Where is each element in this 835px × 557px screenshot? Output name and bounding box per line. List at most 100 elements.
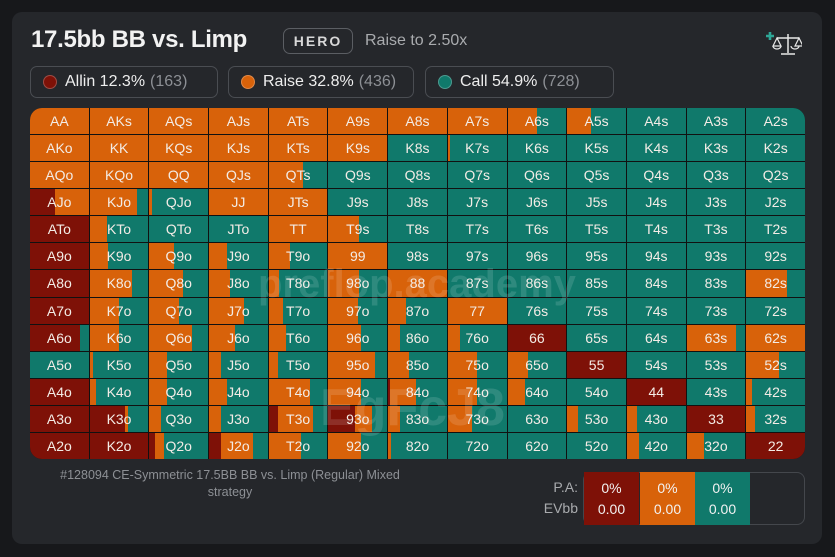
hand-cell-Q2o[interactable]: Q2o (149, 432, 209, 459)
hand-cell-J2s[interactable]: J2s (746, 189, 805, 216)
hand-cell-T6o[interactable]: T6o (268, 324, 328, 351)
hand-cell-Q6s[interactable]: Q6s (507, 162, 567, 189)
legend-allin[interactable]: Allin 12.3% (163) (30, 66, 218, 98)
hand-cell-73o[interactable]: 73o (447, 405, 507, 432)
hand-cell-94o[interactable]: 94o (328, 378, 388, 405)
hand-cell-32o[interactable]: 32o (686, 432, 746, 459)
hand-cell-T9s[interactable]: T9s (328, 216, 388, 243)
hand-cell-J6s[interactable]: J6s (507, 189, 567, 216)
hand-cell-J5o[interactable]: J5o (209, 351, 268, 378)
hand-cell-K8o[interactable]: K8o (89, 270, 149, 297)
hand-cell-43s[interactable]: 43s (686, 378, 746, 405)
hand-cell-A5o[interactable]: A5o (30, 351, 89, 378)
hand-cell-AJo[interactable]: AJo (30, 189, 89, 216)
hand-cell-T9o[interactable]: T9o (268, 243, 328, 270)
hand-cell-JJ[interactable]: JJ (209, 189, 268, 216)
hand-cell-A4s[interactable]: A4s (626, 108, 686, 135)
hand-cell-J4o[interactable]: J4o (209, 378, 268, 405)
hand-cell-94s[interactable]: 94s (626, 243, 686, 270)
hand-cell-82s[interactable]: 82s (746, 270, 805, 297)
hand-cell-J7o[interactable]: J7o (209, 297, 268, 324)
hand-cell-86s[interactable]: 86s (507, 270, 567, 297)
hand-cell-JTs[interactable]: JTs (268, 189, 328, 216)
hand-cell-62s[interactable]: 62s (746, 324, 805, 351)
hand-cell-J8o[interactable]: J8o (209, 270, 268, 297)
hand-cell-K8s[interactable]: K8s (388, 135, 447, 162)
hand-cell-96s[interactable]: 96s (507, 243, 567, 270)
hand-cell-53o[interactable]: 53o (567, 405, 626, 432)
hand-cell-K7s[interactable]: K7s (447, 135, 507, 162)
hand-cell-Q6o[interactable]: Q6o (149, 324, 209, 351)
hand-cell-T2o[interactable]: T2o (268, 432, 328, 459)
hand-cell-A8o[interactable]: A8o (30, 270, 89, 297)
hand-cell-K5s[interactable]: K5s (567, 135, 626, 162)
hand-cell-T4s[interactable]: T4s (626, 216, 686, 243)
add-scale-icon[interactable] (766, 30, 804, 58)
hand-cell-75o[interactable]: 75o (447, 351, 507, 378)
hand-cell-T7s[interactable]: T7s (447, 216, 507, 243)
hand-cell-Q5o[interactable]: Q5o (149, 351, 209, 378)
hand-cell-63o[interactable]: 63o (507, 405, 567, 432)
hand-cell-87s[interactable]: 87s (447, 270, 507, 297)
hand-cell-A8s[interactable]: A8s (388, 108, 447, 135)
hand-cell-52o[interactable]: 52o (567, 432, 626, 459)
hand-cell-K2o[interactable]: K2o (89, 432, 149, 459)
hand-cell-65s[interactable]: 65s (567, 324, 626, 351)
hand-cell-Q8s[interactable]: Q8s (388, 162, 447, 189)
hand-cell-QTo[interactable]: QTo (149, 216, 209, 243)
hand-cell-92s[interactable]: 92s (746, 243, 805, 270)
hand-cell-53s[interactable]: 53s (686, 351, 746, 378)
hand-cell-AKo[interactable]: AKo (30, 135, 89, 162)
hand-cell-KK[interactable]: KK (89, 135, 149, 162)
hand-cell-Q2s[interactable]: Q2s (746, 162, 805, 189)
hand-cell-85o[interactable]: 85o (388, 351, 447, 378)
hand-cell-83s[interactable]: 83s (686, 270, 746, 297)
hand-cell-95s[interactable]: 95s (567, 243, 626, 270)
hand-cell-J6o[interactable]: J6o (209, 324, 268, 351)
hand-cell-84s[interactable]: 84s (626, 270, 686, 297)
hand-cell-KQo[interactable]: KQo (89, 162, 149, 189)
hand-cell-AQs[interactable]: AQs (149, 108, 209, 135)
hand-cell-J7s[interactable]: J7s (447, 189, 507, 216)
hand-cell-K9s[interactable]: K9s (328, 135, 388, 162)
hand-cell-K6s[interactable]: K6s (507, 135, 567, 162)
hand-cell-T3o[interactable]: T3o (268, 405, 328, 432)
hand-cell-55[interactable]: 55 (567, 351, 626, 378)
hand-cell-T8s[interactable]: T8s (388, 216, 447, 243)
hand-cell-88[interactable]: 88 (388, 270, 447, 297)
hand-cell-QJo[interactable]: QJo (149, 189, 209, 216)
hand-cell-A9s[interactable]: A9s (328, 108, 388, 135)
hand-cell-Q7o[interactable]: Q7o (149, 297, 209, 324)
hand-cell-T3s[interactable]: T3s (686, 216, 746, 243)
hand-cell-Q4s[interactable]: Q4s (626, 162, 686, 189)
hand-cell-76s[interactable]: 76s (507, 297, 567, 324)
hand-cell-72s[interactable]: 72s (746, 297, 805, 324)
hand-cell-QJs[interactable]: QJs (209, 162, 268, 189)
hand-cell-A4o[interactable]: A4o (30, 378, 89, 405)
hand-cell-KJs[interactable]: KJs (209, 135, 268, 162)
hand-cell-T2s[interactable]: T2s (746, 216, 805, 243)
hand-cell-42o[interactable]: 42o (626, 432, 686, 459)
hand-cell-A7o[interactable]: A7o (30, 297, 89, 324)
hand-cell-J5s[interactable]: J5s (567, 189, 626, 216)
hand-cell-A5s[interactable]: A5s (567, 108, 626, 135)
hand-cell-93s[interactable]: 93s (686, 243, 746, 270)
hand-cell-T8o[interactable]: T8o (268, 270, 328, 297)
hand-cell-92o[interactable]: 92o (328, 432, 388, 459)
hand-cell-Q5s[interactable]: Q5s (567, 162, 626, 189)
hand-cell-86o[interactable]: 86o (388, 324, 447, 351)
hand-cell-65o[interactable]: 65o (507, 351, 567, 378)
hand-cell-54s[interactable]: 54s (626, 351, 686, 378)
hand-cell-K2s[interactable]: K2s (746, 135, 805, 162)
hand-cell-K3o[interactable]: K3o (89, 405, 149, 432)
legend-call[interactable]: Call 54.9% (728) (425, 66, 614, 98)
hand-cell-T7o[interactable]: T7o (268, 297, 328, 324)
hand-cell-A7s[interactable]: A7s (447, 108, 507, 135)
hand-cell-K5o[interactable]: K5o (89, 351, 149, 378)
hand-cell-97o[interactable]: 97o (328, 297, 388, 324)
hand-cell-A2o[interactable]: A2o (30, 432, 89, 459)
hand-cell-97s[interactable]: 97s (447, 243, 507, 270)
hand-cell-84o[interactable]: 84o (388, 378, 447, 405)
hand-cell-AQo[interactable]: AQo (30, 162, 89, 189)
hand-cell-A2s[interactable]: A2s (746, 108, 805, 135)
